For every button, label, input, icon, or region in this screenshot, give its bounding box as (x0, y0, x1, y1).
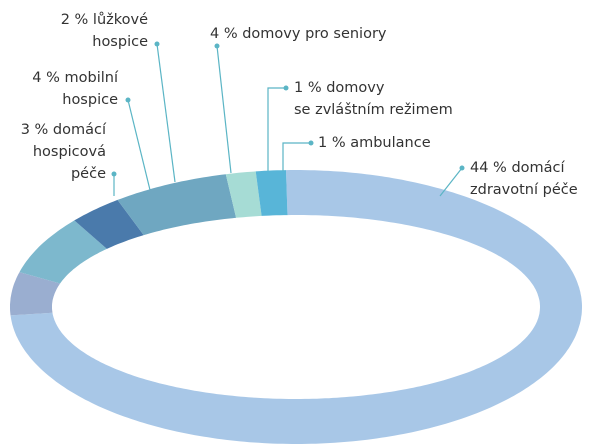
leader-line (216, 45, 232, 174)
segment (117, 174, 237, 236)
leader-dot (283, 85, 289, 91)
segment (10, 272, 61, 316)
segment (225, 171, 262, 218)
segment (19, 220, 107, 284)
data-label: 1 % domovy (294, 80, 385, 96)
data-label: 3 % domácí (21, 122, 107, 138)
leader-dot (459, 165, 465, 171)
data-label: 2 % lůžkové (61, 12, 148, 28)
leader-dot (125, 97, 131, 103)
segment (74, 199, 144, 249)
data-label: hospicová (33, 144, 106, 160)
data-label: 44 % domácí (470, 160, 566, 176)
leader-dot (154, 41, 160, 47)
data-label: 1 % ambulance (318, 135, 431, 151)
segment (255, 170, 288, 216)
data-label: zdravotní péče (470, 182, 578, 198)
leader-dot (111, 171, 117, 177)
leader-line (282, 142, 311, 171)
leader-line (127, 99, 151, 191)
leader-line (156, 43, 176, 183)
data-label: 4 % domovy pro seniory (210, 26, 387, 42)
data-label: se zvláštním režimem (294, 102, 453, 118)
data-label: hospice (62, 92, 118, 108)
leader-dot (214, 43, 220, 49)
data-label: 4 % mobilní (32, 70, 119, 86)
data-label: hospice (92, 34, 148, 50)
leader-line (267, 87, 286, 171)
leader-line (439, 167, 463, 197)
data-label: péče (71, 166, 106, 182)
leader-dot (308, 140, 314, 146)
